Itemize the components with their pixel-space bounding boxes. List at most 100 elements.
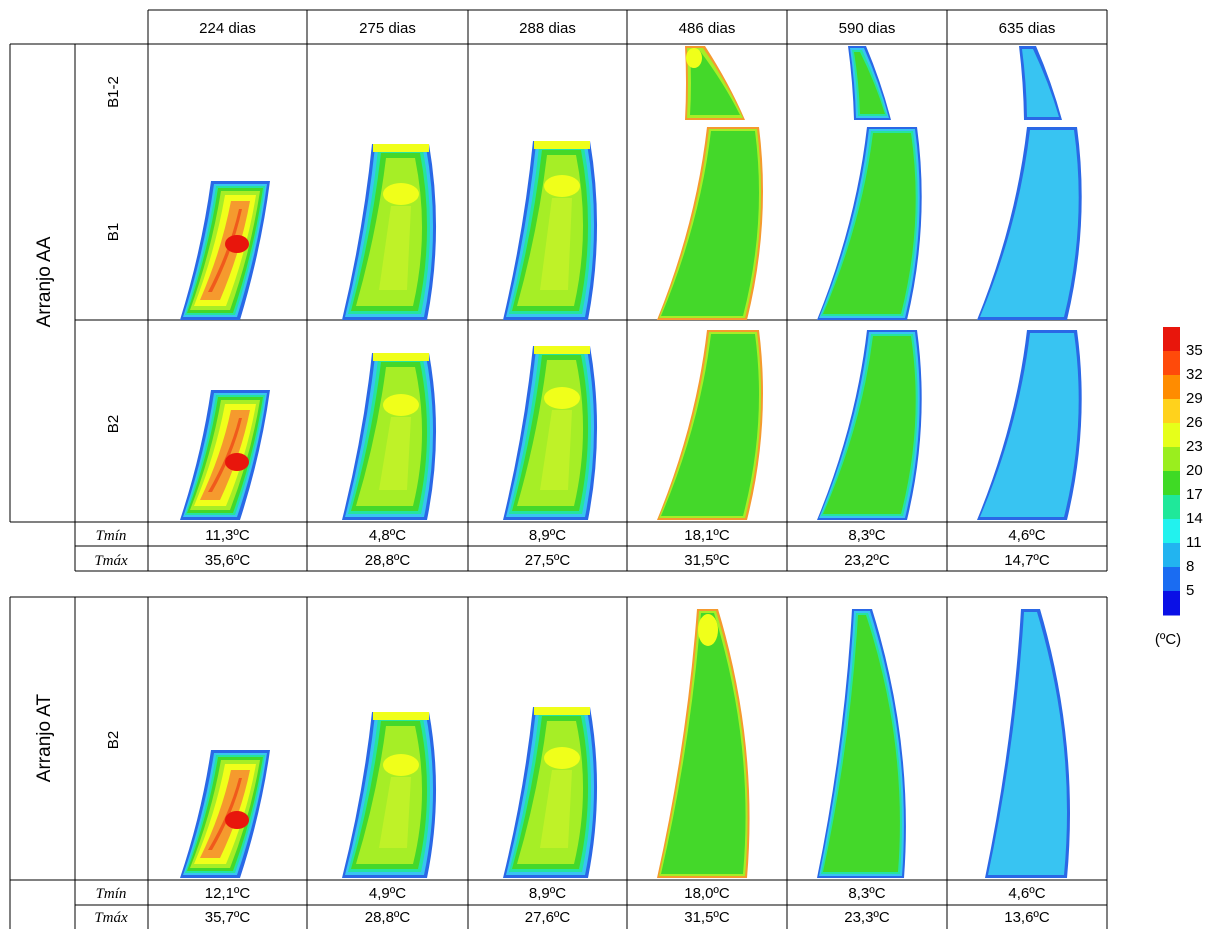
temperature-contour-maps [180, 46, 1082, 878]
group-label-aa: Arranjo AA [34, 236, 55, 327]
legend-swatch [1163, 399, 1180, 424]
legend-swatch [1163, 519, 1180, 544]
contour-band [823, 133, 916, 314]
layer-label: B2 [105, 415, 122, 433]
tmin-label: Tmín [96, 528, 127, 544]
top-band [534, 346, 590, 354]
legend-tick: 11 [1186, 534, 1202, 551]
tmax-value: 13,6ºC [1004, 909, 1050, 926]
tmax-value: 28,8ºC [365, 909, 411, 926]
map-at-b2-590 [817, 609, 906, 878]
contour-band [661, 334, 759, 516]
tmin-value: 8,9ºC [529, 885, 566, 902]
tmax-value: 31,5ºC [684, 909, 730, 926]
contour-band [823, 615, 900, 872]
layer-label: B2 [105, 731, 122, 749]
map-aa-b12-590 [848, 46, 891, 120]
tmin-value: 4,8ºC [369, 527, 406, 544]
warm-stem [540, 410, 572, 490]
hot-core [383, 754, 419, 776]
warm-stem [379, 777, 411, 848]
legend-tick: 35 [1186, 342, 1203, 359]
tmax-value: 31,5ºC [684, 552, 730, 569]
tmin-value: 12,1ºC [205, 885, 251, 902]
top-band [373, 353, 429, 361]
contour-band [823, 336, 916, 514]
legend-tick: 23 [1186, 438, 1203, 455]
map-aa-b1-590 [817, 127, 922, 320]
map-aa-b2-288 [503, 346, 598, 520]
tmin-value: 4,6ºC [1008, 885, 1045, 902]
hot-core [225, 453, 249, 471]
contour-band [661, 613, 746, 874]
legend-swatch [1163, 327, 1180, 352]
column-header: 590 dias [839, 20, 896, 37]
color-legend: 35 32 29 26 23 20 17 14 11 8 5 (ºC) [1155, 327, 1203, 648]
tmin-value: 8,3ºC [848, 527, 885, 544]
warm-stem [540, 770, 572, 848]
tmax-value: 23,3ºC [844, 909, 890, 926]
legend-swatch [1163, 495, 1180, 520]
top-band [373, 712, 429, 720]
legend-swatch [1163, 423, 1180, 448]
map-at-b2-275 [342, 712, 437, 878]
legend-swatch [1163, 567, 1180, 592]
tmax-label: Tmáx [94, 910, 128, 926]
legend-swatch [1163, 447, 1180, 472]
tmax-value: 23,2ºC [844, 552, 890, 569]
legend-swatch [1163, 471, 1180, 496]
map-aa-b12-486 [685, 46, 745, 120]
tmax-value: 14,7ºC [1004, 552, 1050, 569]
legend-tick: 20 [1186, 462, 1203, 479]
hot-core [544, 747, 580, 769]
legend-swatch [1163, 543, 1180, 568]
legend-tick: 5 [1186, 582, 1194, 599]
warm-stem [379, 417, 411, 490]
contour-band [988, 612, 1068, 875]
map-aa-b2-486 [657, 330, 763, 520]
map-aa-b1-486 [657, 127, 763, 320]
tmax-value: 27,5ºC [525, 552, 571, 569]
legend-unit: (ºC) [1155, 631, 1181, 648]
top-band [373, 144, 429, 152]
contour-band [661, 131, 759, 316]
top-band [534, 707, 590, 715]
column-header: 224 dias [199, 20, 256, 37]
warm-stem [540, 198, 572, 290]
tmax-value: 35,6ºC [205, 552, 251, 569]
contour-band [208, 209, 242, 292]
legend-tick: 14 [1186, 510, 1203, 527]
hot-core [225, 811, 249, 829]
tmax-value: 27,6ºC [525, 909, 571, 926]
hot-core [225, 235, 249, 253]
contour-band [208, 418, 242, 492]
column-header: 635 dias [999, 20, 1056, 37]
contour-band [690, 51, 740, 115]
column-header: 275 dias [359, 20, 416, 37]
map-aa-b2-275 [342, 353, 437, 520]
column-header: 486 dias [679, 20, 736, 37]
column-headers: 224 dias 275 dias 288 dias 486 dias 590 dias… [199, 20, 1055, 37]
tmax-value: 35,7ºC [205, 909, 251, 926]
top-band [534, 141, 590, 149]
tmin-value: 4,6ºC [1008, 527, 1045, 544]
legend-tick: 29 [1186, 390, 1203, 407]
legend-tick: 32 [1186, 366, 1203, 383]
tmin-value: 18,0ºC [684, 885, 730, 902]
map-aa-b2-224 [180, 390, 270, 520]
tmax-value: 28,8ºC [365, 552, 411, 569]
contour-band [1022, 49, 1059, 117]
tmax-label: Tmáx [94, 553, 128, 569]
legend-tick: 8 [1186, 558, 1194, 575]
hot-core [544, 175, 580, 197]
table-grid [9, 9, 1108, 929]
map-aa-b2-590 [817, 330, 922, 520]
warm-stem [379, 206, 411, 290]
map-at-b2-288 [503, 707, 598, 878]
tmin-value: 8,9ºC [529, 527, 566, 544]
contour-band [854, 52, 885, 114]
hot-core [383, 394, 419, 416]
map-aa-b1-635 [977, 127, 1082, 320]
hot-core [686, 48, 702, 68]
